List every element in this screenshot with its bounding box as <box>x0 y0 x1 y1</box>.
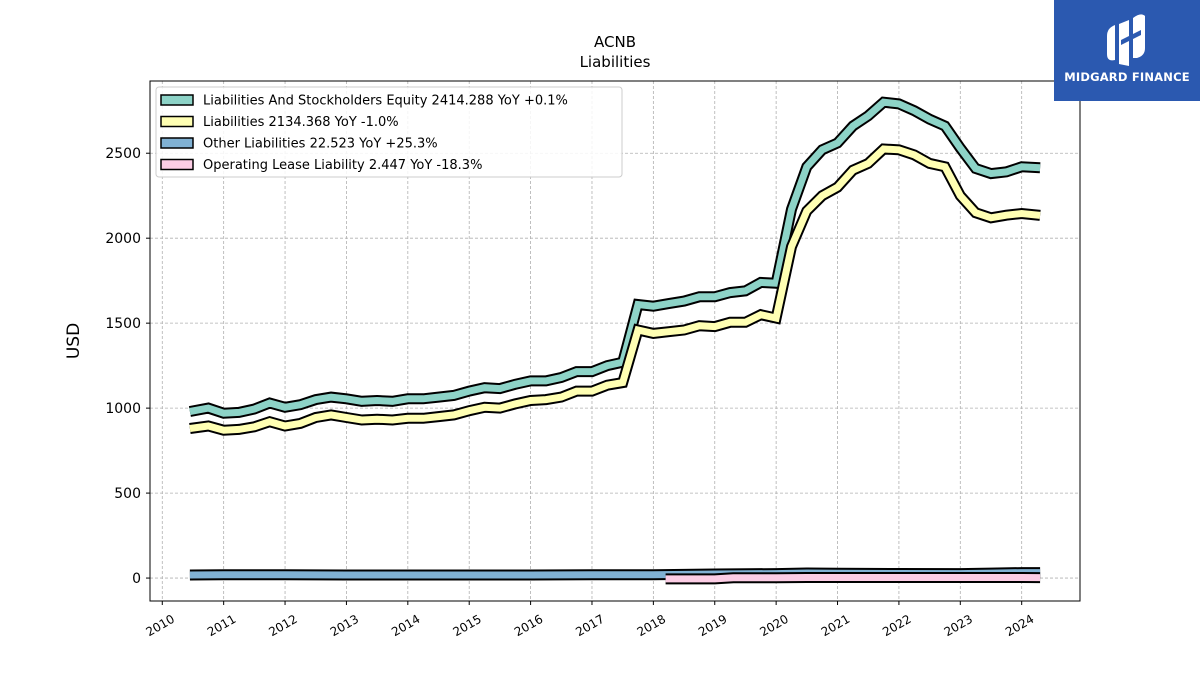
midgard-finance-logo: MIDGARD FINANCE <box>1054 0 1200 101</box>
x-tick-label: 2011 <box>205 612 238 639</box>
legend-swatch <box>160 94 194 106</box>
x-tick-label: 2012 <box>266 612 299 639</box>
y-tick-label: 1500 <box>105 316 141 332</box>
legend-label: Liabilities And Stockholders Equity 2414… <box>203 94 568 109</box>
x-tick-label: 2010 <box>144 612 177 639</box>
series-line-outline <box>189 143 1041 436</box>
y-tick-label: 1000 <box>105 401 141 417</box>
x-tick-label: 2024 <box>1003 612 1036 639</box>
legend-label: Other Liabilities 22.523 YoY +25.3% <box>203 137 438 152</box>
y-tick-label: 0 <box>132 571 141 587</box>
x-tick-label: 2022 <box>880 612 913 639</box>
series-2 <box>189 143 1041 436</box>
x-tick-label: 2014 <box>389 612 422 639</box>
x-tick-label: 2021 <box>819 612 852 639</box>
legend-swatch <box>160 158 194 171</box>
logo-text: MIDGARD FINANCE <box>1064 70 1190 84</box>
x-tick-label: 2020 <box>757 612 790 639</box>
legend-swatch <box>160 115 194 128</box>
series-layer <box>188 96 1041 585</box>
legend: Liabilities And Stockholders Equity 2414… <box>155 86 623 178</box>
x-tick-label: 2023 <box>942 612 975 639</box>
legend-box <box>155 86 623 178</box>
series-4 <box>665 572 1041 585</box>
y-tick-label: 500 <box>114 486 141 502</box>
series-line <box>189 145 1041 434</box>
legend-label: Liabilities 2134.368 YoY -1.0% <box>203 115 399 130</box>
x-tick-label: 2015 <box>450 612 483 639</box>
series-line <box>189 98 1041 417</box>
chart-title: ACNB <box>594 33 636 51</box>
plot-frame <box>149 80 1081 602</box>
legend-swatch <box>160 137 194 149</box>
x-tick-label: 2019 <box>696 612 729 639</box>
series-1 <box>188 96 1041 419</box>
logo-mark-icon <box>1107 14 1145 66</box>
legend-label: Operating Lease Liability 2.447 YoY -18.… <box>203 158 482 173</box>
y-tick-label: 2000 <box>105 231 141 247</box>
x-tick-label: 2016 <box>512 612 545 639</box>
series-line <box>665 574 1041 583</box>
x-tick-label: 2017 <box>573 612 606 639</box>
x-tick-label: 2018 <box>635 612 668 639</box>
y-tick-label: 2500 <box>105 146 141 162</box>
chart-subtitle: Liabilities <box>580 53 651 71</box>
y-axis-label: USD <box>64 323 84 359</box>
x-tick-label: 2013 <box>328 612 361 639</box>
